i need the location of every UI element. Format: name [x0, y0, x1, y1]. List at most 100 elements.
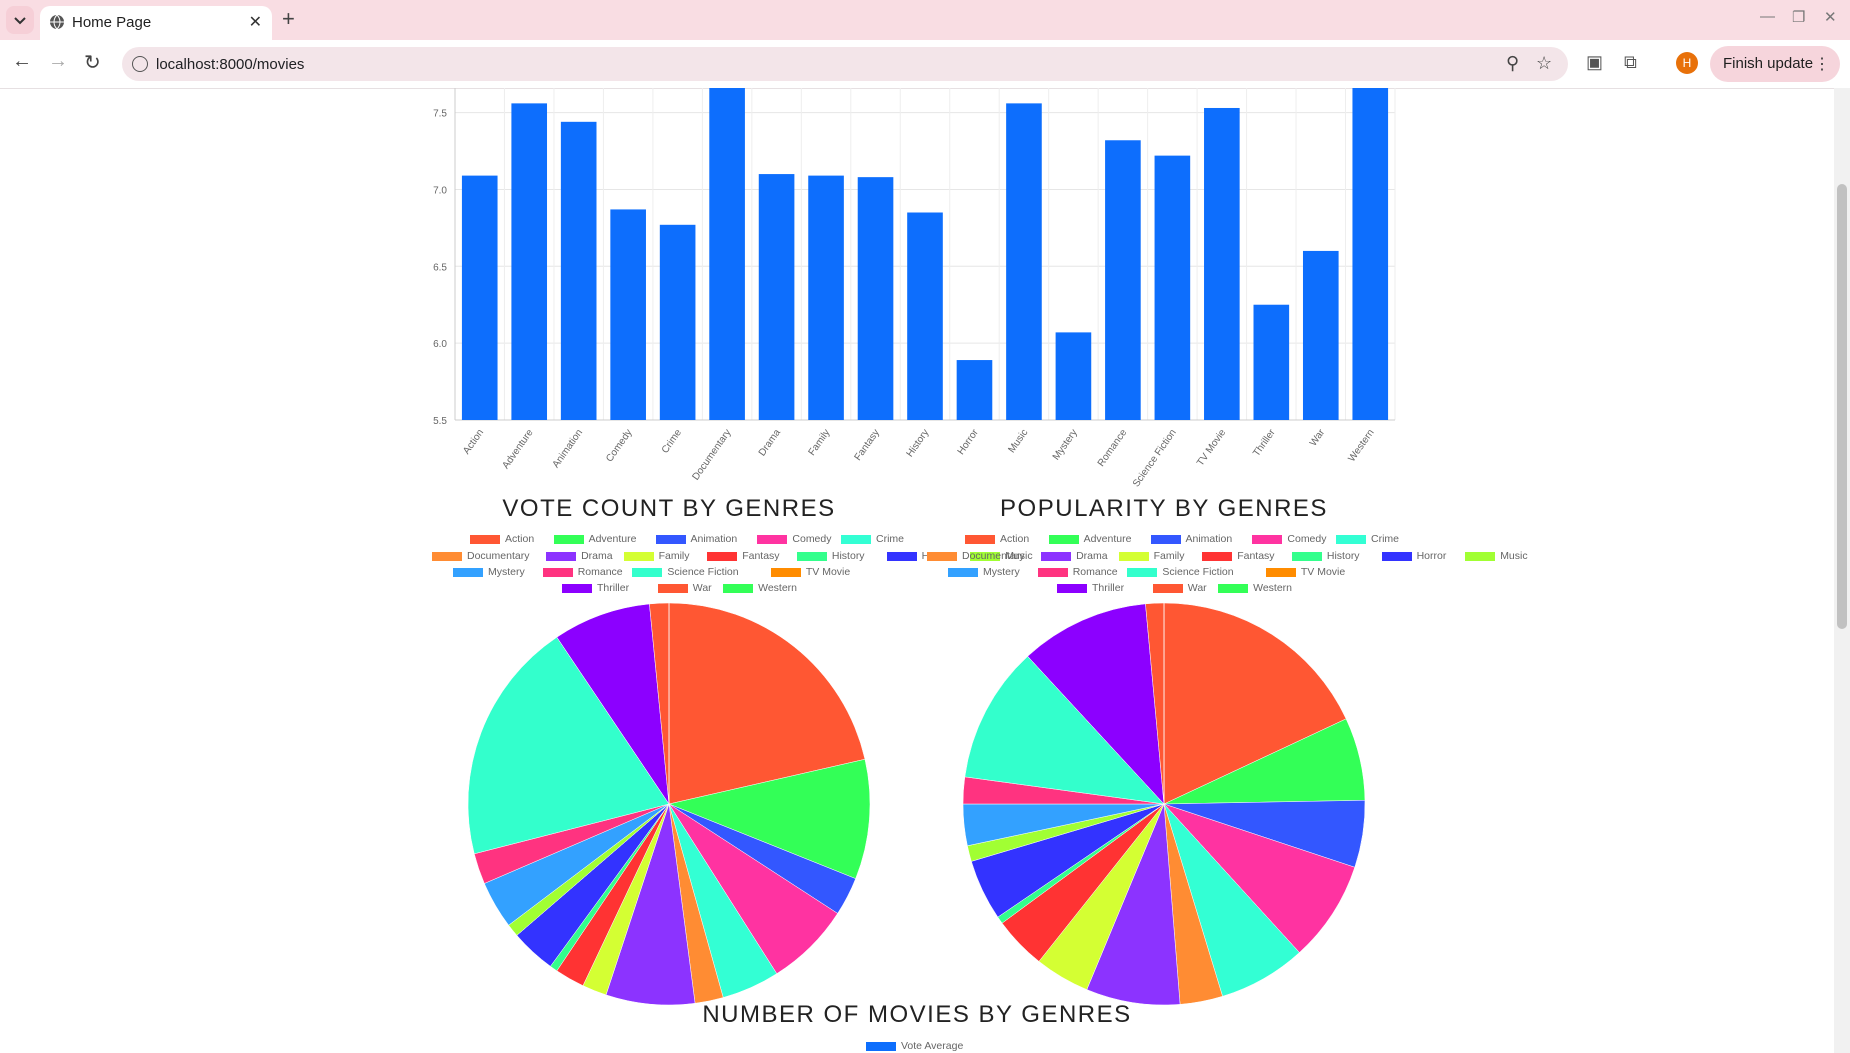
legend-swatch: [1118, 551, 1149, 561]
legend-item[interactable]: Thriller: [562, 582, 629, 596]
bar[interactable]: [461, 175, 498, 420]
x-tick-label: Mystery: [1051, 427, 1080, 462]
legend-item[interactable]: Mystery: [948, 566, 1020, 580]
url-text[interactable]: localhost:8000/movies: [156, 56, 305, 73]
legend-item[interactable]: Western: [723, 582, 797, 596]
bar[interactable]: [560, 121, 597, 420]
legend-item[interactable]: Crime: [841, 533, 904, 547]
legend-item[interactable]: Western: [1218, 582, 1292, 596]
pie-slice[interactable]: [1163, 602, 1347, 805]
legend-swatch: [886, 551, 917, 561]
bar[interactable]: [956, 360, 993, 420]
legend-item[interactable]: Animation: [1150, 533, 1233, 547]
legend-swatch: [623, 551, 654, 561]
legend-item[interactable]: Family: [1118, 550, 1185, 564]
legend-item[interactable]: Fantasy: [707, 550, 780, 564]
legend-label: Animation: [1185, 533, 1233, 545]
legend-item[interactable]: Adventure: [553, 533, 636, 547]
finish-update-button[interactable]: Finish update ⋮: [1710, 46, 1840, 82]
forward-icon[interactable]: →: [48, 50, 68, 72]
bar[interactable]: [610, 209, 646, 420]
pie-slice[interactable]: [668, 758, 871, 879]
legend-item[interactable]: History: [796, 550, 865, 564]
extension-icon[interactable]: ▣: [1586, 52, 1604, 72]
kebab-menu-icon[interactable]: ⋮: [1814, 56, 1830, 73]
pie-slice[interactable]: [556, 603, 670, 805]
legend-item[interactable]: History: [1291, 550, 1360, 564]
bar[interactable]: [1006, 103, 1042, 421]
zoom-icon[interactable]: ⚲: [1506, 53, 1520, 73]
legend-item[interactable]: Action: [965, 533, 1029, 547]
legend-item[interactable]: Horror: [1381, 550, 1446, 564]
close-icon[interactable]: ✕: [248, 14, 262, 31]
legend-item[interactable]: Romance: [542, 566, 623, 580]
legend-item[interactable]: Crime: [1336, 533, 1399, 547]
legend-item[interactable]: Drama: [546, 550, 613, 564]
pie-slice[interactable]: [668, 602, 866, 805]
bar[interactable]: [709, 88, 745, 420]
bar[interactable]: [907, 212, 943, 421]
bar[interactable]: [1154, 155, 1191, 420]
legend-swatch: [1202, 551, 1233, 561]
plus-icon[interactable]: +: [282, 6, 295, 31]
legend-item[interactable]: Music: [970, 550, 1033, 564]
puzzle-icon[interactable]: ⧉: [1624, 52, 1637, 72]
pie-slice[interactable]: [467, 636, 670, 855]
legend-item[interactable]: Science Fiction: [632, 566, 739, 580]
info-icon[interactable]: [132, 56, 148, 72]
scrollbar-thumb[interactable]: [1837, 184, 1847, 629]
legend-swatch: [1381, 551, 1412, 561]
bar[interactable]: [1253, 304, 1290, 420]
legend-item[interactable]: War: [1152, 582, 1207, 596]
legend-item[interactable]: Mystery: [453, 566, 525, 580]
legend-item[interactable]: Thriller: [1057, 582, 1124, 596]
legend-item[interactable]: Family: [623, 550, 690, 564]
legend-item[interactable]: Science Fiction: [1127, 566, 1234, 580]
vote-average-legend-item[interactable]: Vote Average: [866, 1040, 963, 1053]
legend-item[interactable]: TV Movie: [1265, 566, 1345, 580]
address-bar[interactable]: localhost:8000/movies ⚲ ☆: [122, 47, 1568, 81]
tab-home-page[interactable]: Home Page ✕: [40, 6, 272, 40]
legend-swatch: [707, 551, 738, 561]
reload-icon[interactable]: ↻: [84, 52, 101, 74]
bar[interactable]: [1204, 107, 1240, 421]
legend-item[interactable]: War: [657, 582, 712, 596]
legend-label: Documentary: [962, 550, 1025, 562]
avatar[interactable]: H: [1676, 52, 1698, 74]
pie-slice[interactable]: [1086, 803, 1181, 1006]
bar[interactable]: [758, 174, 795, 420]
bar[interactable]: [1302, 250, 1339, 420]
legend-item[interactable]: Adventure: [1048, 533, 1131, 547]
legend-item[interactable]: Drama: [1041, 550, 1108, 564]
legend-item[interactable]: Documentary: [927, 550, 1024, 564]
bar[interactable]: [1105, 140, 1141, 420]
bar[interactable]: [1055, 332, 1092, 420]
bar[interactable]: [659, 224, 696, 420]
tab-list-button[interactable]: [6, 6, 34, 34]
bar[interactable]: [511, 103, 548, 421]
legend-item[interactable]: Music: [1465, 550, 1528, 564]
scrollbar[interactable]: [1834, 88, 1850, 1053]
legend-item[interactable]: Comedy: [1252, 533, 1327, 547]
minimize-icon[interactable]: —: [1760, 8, 1775, 25]
star-icon[interactable]: ☆: [1536, 53, 1553, 73]
legend-item[interactable]: Animation: [655, 533, 737, 547]
bar[interactable]: [1352, 88, 1389, 420]
pie-slice[interactable]: [1163, 803, 1356, 953]
legend-item[interactable]: Fantasy: [1202, 550, 1275, 564]
pie-slice[interactable]: [1027, 603, 1165, 805]
back-icon[interactable]: ←: [12, 50, 32, 72]
legend-item[interactable]: Romance: [1037, 566, 1118, 580]
legend-item[interactable]: Action: [470, 533, 534, 547]
legend-label: History: [1326, 550, 1360, 562]
legend-item[interactable]: TV Movie: [770, 566, 850, 580]
legend-item[interactable]: Documentary: [432, 550, 529, 564]
legend-item[interactable]: Comedy: [757, 533, 832, 547]
pie-slice[interactable]: [964, 655, 1165, 805]
window-close-icon[interactable]: ✕: [1824, 9, 1837, 26]
restore-icon[interactable]: ❐: [1792, 9, 1806, 26]
legend-swatch: [841, 534, 871, 544]
x-tick-label: Romance: [1096, 427, 1130, 469]
bar[interactable]: [808, 175, 844, 420]
bar[interactable]: [857, 177, 894, 420]
